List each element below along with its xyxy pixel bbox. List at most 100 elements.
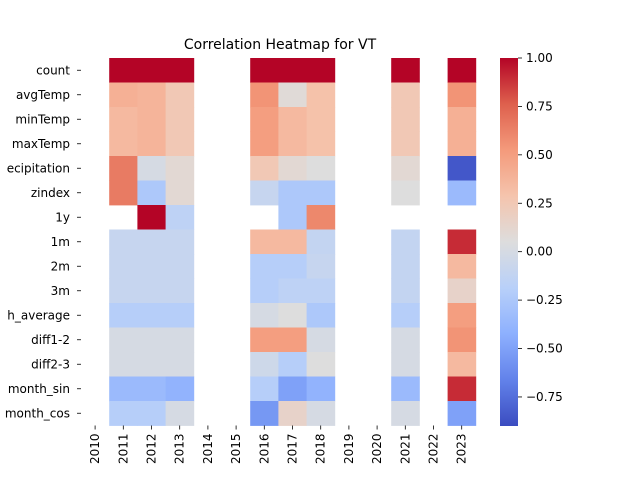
heatmap-cell-2011-zindex bbox=[109, 180, 138, 206]
heatmap-cell-2021-month_average bbox=[391, 303, 420, 328]
heatmap-cell-2012-diff2-3 bbox=[137, 352, 166, 377]
y-tick-label: month_cos bbox=[5, 406, 70, 420]
y-tick-label: diff1-2 bbox=[31, 333, 70, 347]
heatmap-cell-2012-month_sin bbox=[137, 376, 166, 402]
heatmap-cell-2016-month_cos bbox=[250, 401, 279, 426]
heatmap-cell-2018-2m bbox=[306, 254, 336, 279]
heatmap-cell-2012-minTemp bbox=[137, 107, 166, 132]
heatmap-cell-2018-1y bbox=[306, 205, 336, 230]
heatmap-cell-2017-month_average bbox=[278, 303, 307, 328]
heatmap-cell-2021-1m bbox=[391, 229, 420, 255]
heatmap-cell-2016-precipitation bbox=[250, 156, 279, 181]
colorbar: 1.00 0.75 0.50 0.25 0.00 −0.25 −0.50 −0.75 bbox=[500, 51, 563, 426]
heatmap-cell-2013-minTemp bbox=[165, 107, 195, 132]
heatmap-cell-2012-count bbox=[137, 58, 166, 83]
heatmap-cell-2018-minTemp bbox=[306, 107, 336, 132]
heatmap-cell-2021-precipitation bbox=[391, 156, 420, 181]
colorbar-tick-label: 0.75 bbox=[526, 99, 553, 113]
heatmap-cell-2011-diff1-2 bbox=[109, 327, 138, 353]
heatmap-cell-2017-1m bbox=[278, 229, 307, 255]
heatmap-cell-2021-diff2-3 bbox=[391, 352, 420, 377]
y-tick-label: 1m bbox=[51, 235, 70, 249]
heatmap-cell-2023-maxTemp bbox=[447, 131, 477, 157]
heatmap-cell-2021-maxTemp bbox=[391, 131, 420, 157]
heatmap-cell-2013-diff2-3 bbox=[165, 352, 195, 377]
heatmap-cell-2012-zindex bbox=[137, 180, 166, 206]
heatmap-cell-2016-maxTemp bbox=[250, 131, 279, 157]
heatmap-cell-2018-diff1-2 bbox=[306, 327, 336, 353]
heatmap-cell-2013-month_cos bbox=[165, 401, 195, 426]
heatmap-cell-2023-2m bbox=[447, 254, 477, 279]
heatmap-cell-2023-diff2-3 bbox=[447, 352, 477, 377]
heatmap-cell-2011-maxTemp bbox=[109, 131, 138, 157]
heatmap-cell-2013-1m bbox=[165, 229, 195, 255]
heatmap-cell-2013-precipitation bbox=[165, 156, 195, 181]
heatmap-cell-2011-avgTemp bbox=[109, 82, 138, 108]
x-tick-label: 2022 bbox=[427, 434, 441, 465]
heatmap-cell-2018-1m bbox=[306, 229, 336, 255]
heatmap-cell-2012-maxTemp bbox=[137, 131, 166, 157]
colorbar-tick-label: −0.75 bbox=[526, 390, 563, 404]
heatmap-cell-2013-avgTemp bbox=[165, 82, 195, 108]
heatmap-cell-2018-avgTemp bbox=[306, 82, 336, 108]
heatmap-cell-2017-avgTemp bbox=[278, 82, 307, 108]
heatmap-cell-2016-month_average bbox=[250, 303, 279, 328]
x-tick-label: 2021 bbox=[398, 434, 412, 465]
heatmap-cell-2023-count bbox=[447, 58, 477, 83]
heatmap-cell-2018-maxTemp bbox=[306, 131, 336, 157]
heatmap-cell-2017-3m bbox=[278, 278, 307, 304]
heatmap-cell-2021-2m bbox=[391, 254, 420, 279]
heatmap-cell-2021-month_sin bbox=[391, 376, 420, 402]
x-tick-label: 2017 bbox=[286, 434, 300, 465]
heatmap-cell-2013-zindex bbox=[165, 180, 195, 206]
y-tick-label: 3m bbox=[51, 284, 70, 298]
x-tick-label: 2023 bbox=[455, 434, 469, 465]
heatmap-cell-2011-1m bbox=[109, 229, 138, 255]
heatmap-cell-2016-month_sin bbox=[250, 376, 279, 402]
heatmap-cell-2021-avgTemp bbox=[391, 82, 420, 108]
heatmap-cell-2018-count bbox=[306, 58, 336, 83]
heatmap-cell-2023-3m bbox=[447, 278, 477, 304]
heatmap-cell-2013-3m bbox=[165, 278, 195, 304]
colorbar-gradient bbox=[500, 58, 518, 426]
heatmap-cell-2012-precipitation bbox=[137, 156, 166, 181]
heatmap-cell-2017-month_sin bbox=[278, 376, 307, 402]
heatmap-cell-2013-month_average bbox=[165, 303, 195, 328]
heatmap-cell-2012-month_average bbox=[137, 303, 166, 328]
heatmap-cell-2018-month_cos bbox=[306, 401, 336, 426]
y-tick-label: avgTemp bbox=[16, 88, 70, 102]
heatmap-cell-2023-precipitation bbox=[447, 156, 477, 181]
heatmap-cell-2023-month_sin bbox=[447, 376, 477, 402]
heatmap-cell-2013-month_sin bbox=[165, 376, 195, 402]
y-tick-label: count bbox=[36, 63, 70, 77]
heatmap-cell-2011-month_average bbox=[109, 303, 138, 328]
heatmap-cell-2021-count bbox=[391, 58, 420, 83]
heatmap-cell-2017-precipitation bbox=[278, 156, 307, 181]
heatmap-cell-2023-avgTemp bbox=[447, 82, 477, 108]
x-tick-label: 2011 bbox=[116, 434, 130, 465]
x-tick-label: 2012 bbox=[145, 434, 159, 465]
heatmap-cell-2011-2m bbox=[109, 254, 138, 279]
heatmap-cell-2018-diff2-3 bbox=[306, 352, 336, 377]
heatmap-cell-2011-month_cos bbox=[109, 401, 138, 426]
x-tick-label: 2014 bbox=[201, 434, 215, 465]
heatmap-cell-2012-month_cos bbox=[137, 401, 166, 426]
heatmap-cell-2016-diff2-3 bbox=[250, 352, 279, 377]
heatmap-cell-2018-3m bbox=[306, 278, 336, 304]
y-tick-label: zindex bbox=[31, 186, 70, 200]
heatmap-cell-2013-maxTemp bbox=[165, 131, 195, 157]
heatmap-cell-2016-avgTemp bbox=[250, 82, 279, 108]
x-tick-label: 2015 bbox=[229, 434, 243, 465]
x-tick-label: 2013 bbox=[173, 434, 187, 465]
heatmap-cell-2018-zindex bbox=[306, 180, 336, 206]
y-tick-label: diff2-3 bbox=[31, 357, 70, 371]
chart-title: Correlation Heatmap for VT bbox=[184, 37, 377, 53]
heatmap-cell-2013-diff1-2 bbox=[165, 327, 195, 353]
heatmap-cell-2023-month_cos bbox=[447, 401, 477, 426]
heatmap-cell-2011-minTemp bbox=[109, 107, 138, 132]
colorbar-tick-label: 0.50 bbox=[526, 148, 553, 162]
heatmap-cells bbox=[109, 58, 477, 426]
heatmap-cell-2017-zindex bbox=[278, 180, 307, 206]
heatmap-cell-2017-diff1-2 bbox=[278, 327, 307, 353]
colorbar-tick-label: 0.25 bbox=[526, 196, 553, 210]
